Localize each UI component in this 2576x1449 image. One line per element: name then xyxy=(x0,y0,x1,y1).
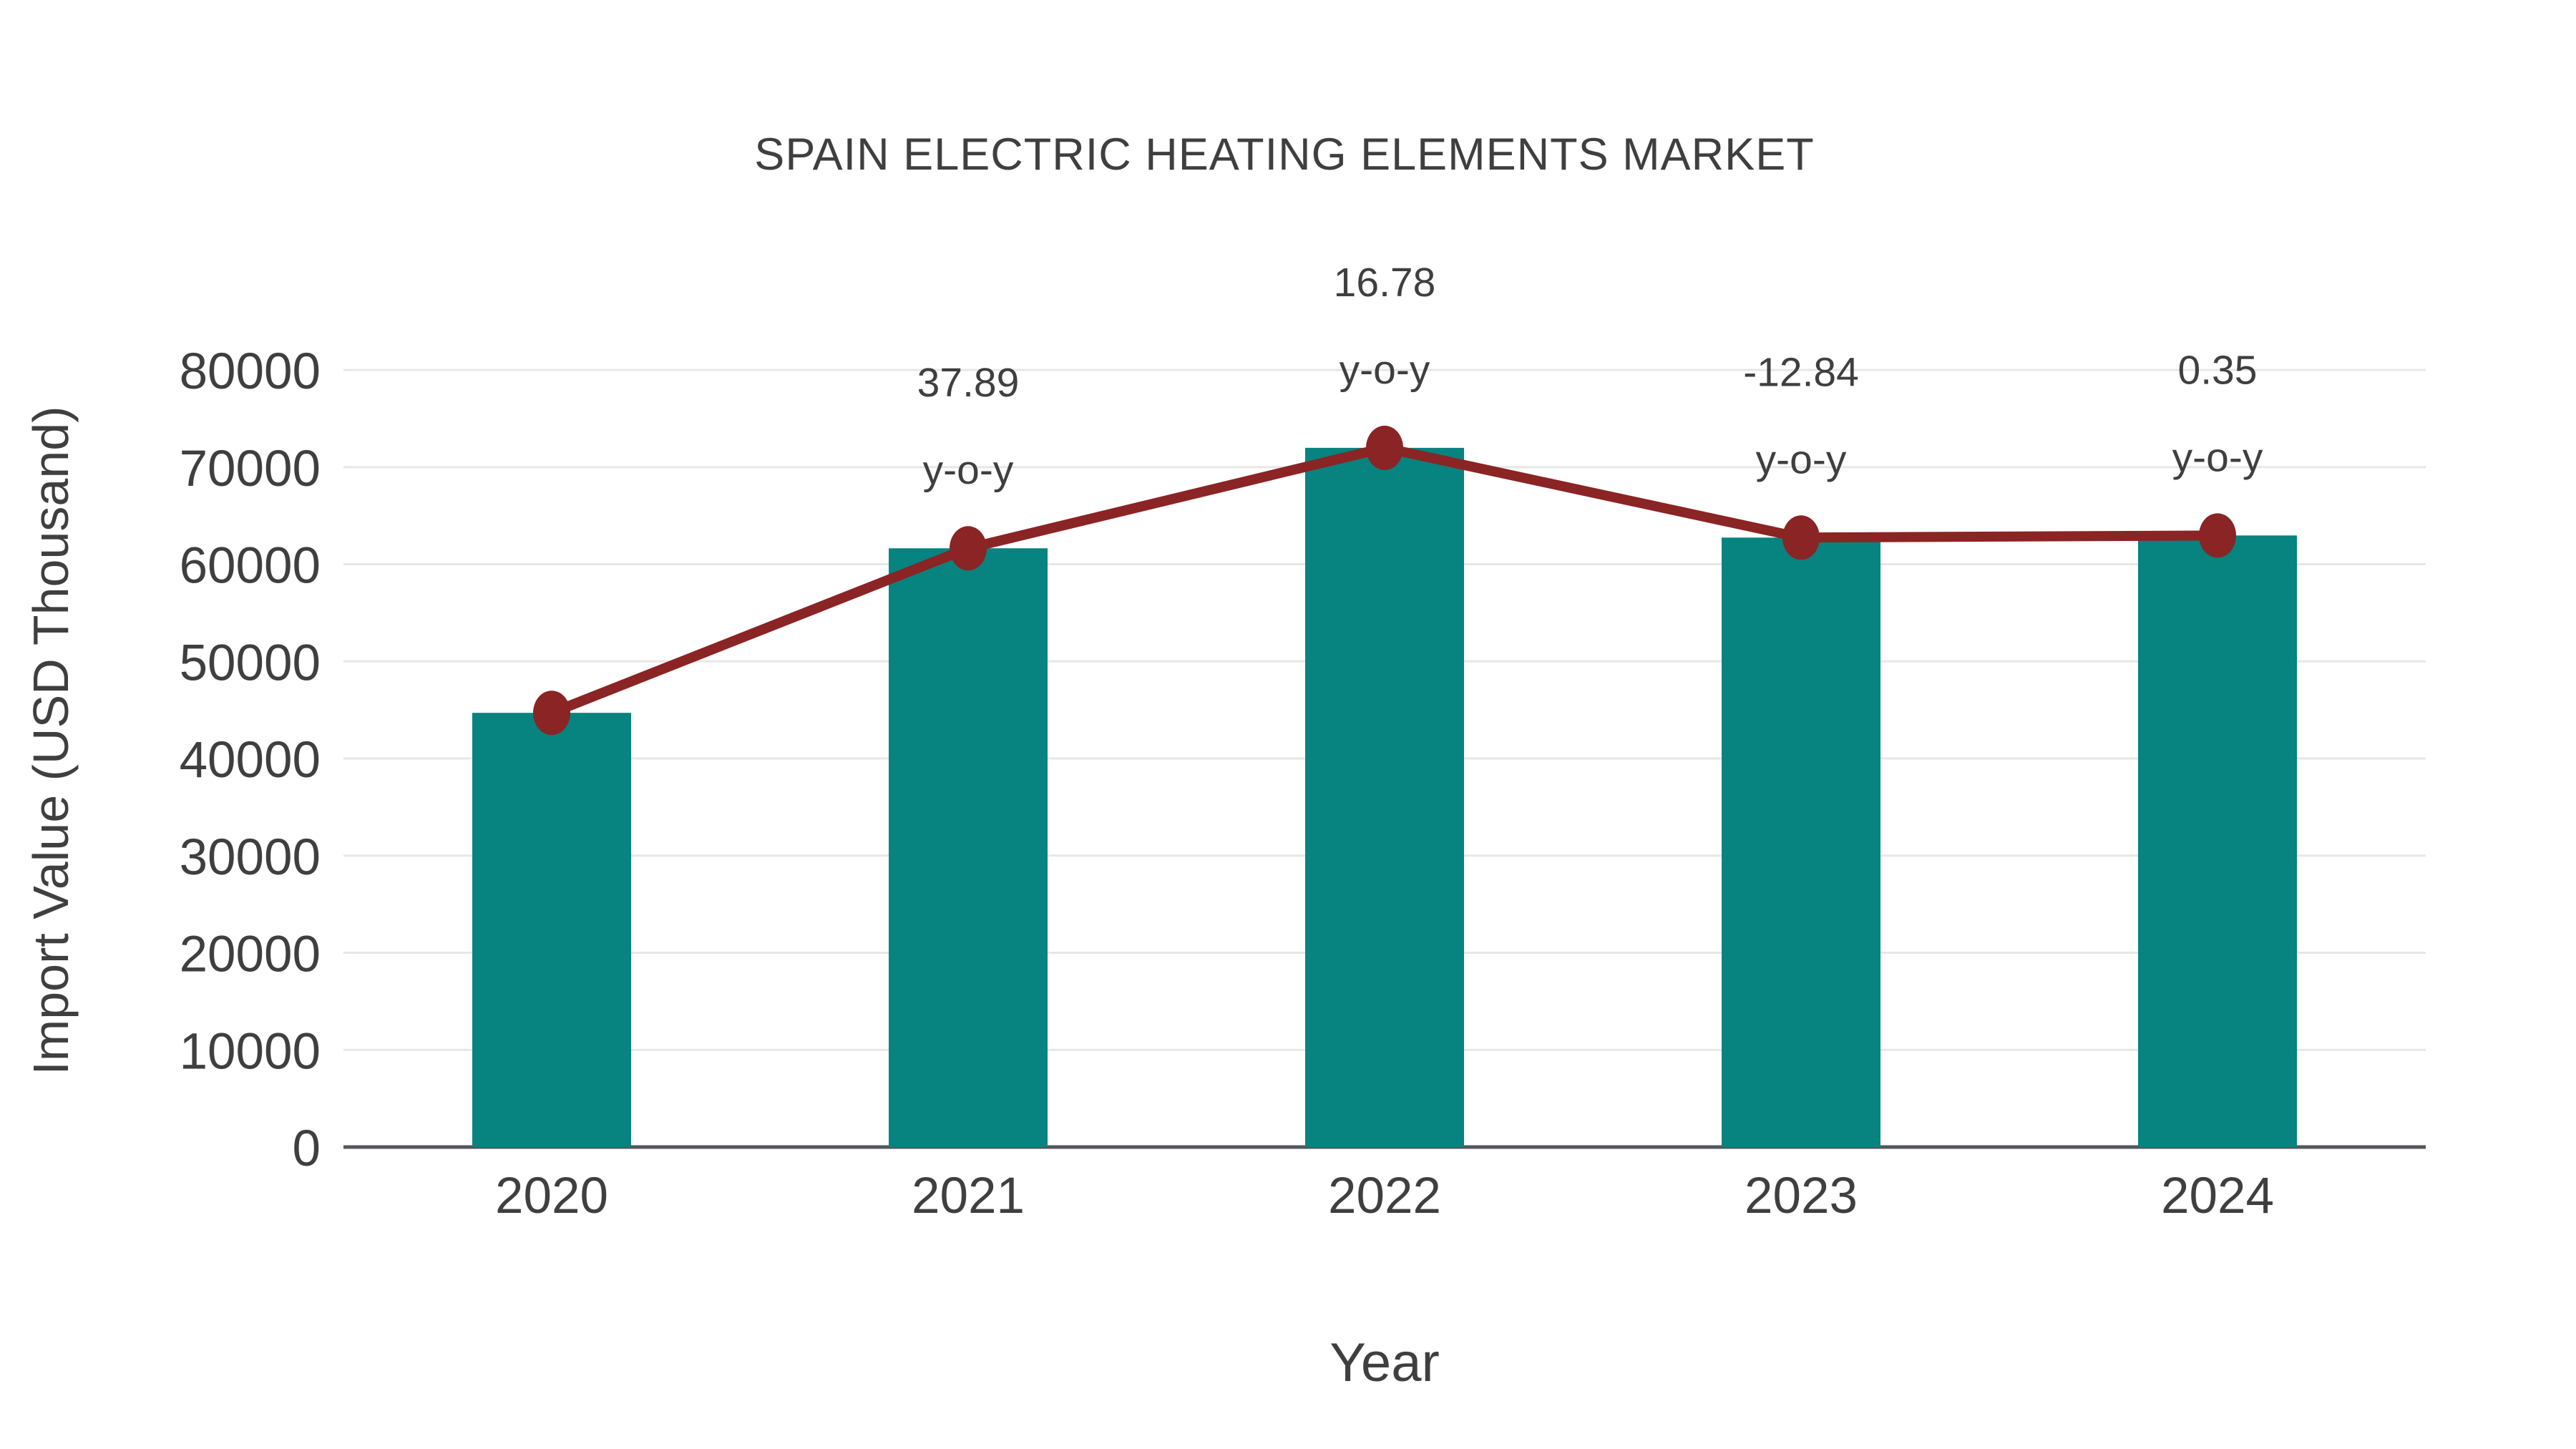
annotation-value-2024: 0.35 xyxy=(2178,347,2258,393)
x-axis-title: Year xyxy=(1330,1332,1440,1393)
annotations-group: 37.89 y-o-y 16.78 y-o-y -12.84 y-o-y 0.35 y-o-y xyxy=(917,260,2263,493)
y-tick-label-50000: 50000 xyxy=(180,635,321,691)
y-tick-label-0: 0 xyxy=(293,1121,321,1177)
trend-line-group xyxy=(533,425,2236,736)
annotation-value-2023: -12.84 xyxy=(1743,349,1859,395)
bar-2021 xyxy=(889,548,1048,1147)
x-tick-label-2022: 2022 xyxy=(1328,1168,1441,1224)
y-axis-title: Import Value (USD Thousand) xyxy=(23,406,79,1075)
trend-marker-2021 xyxy=(950,526,987,571)
x-tick-label-2023: 2023 xyxy=(1745,1168,1858,1224)
y-tick-label-70000: 70000 xyxy=(180,441,321,497)
x-tick-label-2024: 2024 xyxy=(2161,1168,2274,1224)
annotation-yoy-2024: y-o-y xyxy=(2172,434,2263,480)
y-tick-labels-group: 0 10000 20000 30000 40000 50000 60000 70000 8000… xyxy=(180,343,321,1177)
bar-2022 xyxy=(1305,447,1464,1147)
chart-title: SPAIN ELECTRIC HEATING ELEMENTS MARKET xyxy=(754,130,1814,180)
bar-2020 xyxy=(472,713,631,1147)
x-tick-labels-group: 2020 2021 2022 2023 2024 xyxy=(495,1168,2274,1224)
trend-marker-2022 xyxy=(1366,425,1403,470)
annotation-yoy-2022: y-o-y xyxy=(1340,347,1430,393)
y-tick-label-80000: 80000 xyxy=(180,343,321,400)
trend-marker-2024 xyxy=(2199,513,2236,558)
y-tick-label-30000: 30000 xyxy=(180,829,321,886)
trend-marker-2023 xyxy=(1782,515,1820,560)
annotation-yoy-2021: y-o-y xyxy=(923,447,1014,493)
y-tick-label-20000: 20000 xyxy=(180,927,321,983)
x-tick-label-2021: 2021 xyxy=(912,1168,1025,1224)
annotation-value-2021: 37.89 xyxy=(917,360,1020,406)
annotation-value-2022: 16.78 xyxy=(1334,260,1436,306)
trend-marker-2020 xyxy=(533,691,570,736)
x-tick-label-2020: 2020 xyxy=(495,1168,608,1224)
y-tick-label-60000: 60000 xyxy=(180,538,321,595)
bar-2024 xyxy=(2138,535,2297,1147)
bar-2023 xyxy=(1722,537,1880,1147)
y-tick-label-40000: 40000 xyxy=(180,732,321,789)
annotation-yoy-2023: y-o-y xyxy=(1756,436,1847,482)
y-tick-label-10000: 10000 xyxy=(180,1023,321,1080)
bars-group xyxy=(472,447,2297,1147)
